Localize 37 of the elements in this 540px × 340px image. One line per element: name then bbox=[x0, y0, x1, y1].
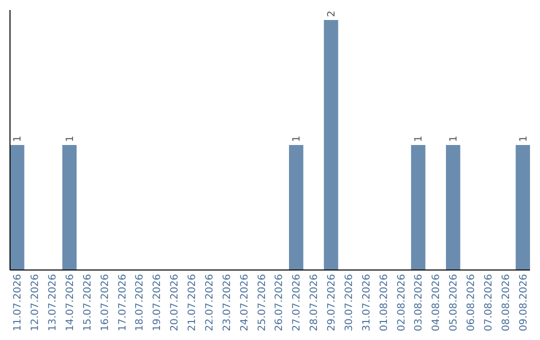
x-tick-label: 26.07.2026 bbox=[274, 274, 286, 332]
x-tick-label: 01.08.2026 bbox=[378, 274, 390, 332]
data-label: 1 bbox=[448, 136, 460, 142]
x-tick-label: 05.08.2026 bbox=[448, 274, 460, 332]
x-tick-label: 19.07.2026 bbox=[152, 274, 164, 332]
data-label: 1 bbox=[12, 136, 24, 142]
data-label: 1 bbox=[518, 136, 530, 142]
x-tick-label: 08.08.2026 bbox=[500, 274, 512, 332]
x-tick-label: 20.07.2026 bbox=[170, 274, 181, 332]
x-tick-label: 15.07.2026 bbox=[82, 274, 94, 332]
x-tick-label: 23.07.2026 bbox=[222, 274, 233, 332]
x-tick-label: 12.07.2026 bbox=[30, 274, 42, 332]
x-tick-label: 31.07.2026 bbox=[361, 274, 372, 332]
x-tick-label: 29.07.2026 bbox=[326, 274, 338, 332]
x-tick-label: 04.08.2026 bbox=[431, 274, 442, 332]
x-tick-label: 25.07.2026 bbox=[256, 274, 268, 332]
x-tick-label: 21.07.2026 bbox=[187, 274, 198, 332]
x-tick-label: 28.07.2026 bbox=[309, 274, 320, 332]
x-tick-label: 03.08.2026 bbox=[414, 274, 425, 332]
data-label: 1 bbox=[292, 136, 303, 142]
x-tick-label: 06.08.2026 bbox=[466, 274, 478, 332]
x-tick-label: 14.07.2026 bbox=[64, 274, 76, 332]
data-label: 2 bbox=[326, 10, 338, 17]
x-tick-label: 16.07.2026 bbox=[100, 274, 111, 332]
x-tick-label: 09.08.2026 bbox=[518, 274, 530, 332]
data-label: 1 bbox=[414, 136, 425, 142]
x-tick-label: 02.08.2026 bbox=[396, 274, 408, 332]
x-tick-label: 24.07.2026 bbox=[239, 274, 250, 332]
data-label: 1 bbox=[64, 136, 76, 142]
x-tick-label: 18.07.2026 bbox=[134, 274, 146, 332]
x-tick-label: 27.07.2026 bbox=[292, 274, 303, 332]
x-tick-label: 22.07.2026 bbox=[204, 274, 216, 332]
x-tick-label: 13.07.2026 bbox=[48, 274, 59, 332]
x-tick-label: 17.07.2026 bbox=[117, 274, 128, 332]
x-tick-label: 11.07.2026 bbox=[12, 274, 24, 332]
x-tick-label: 30.07.2026 bbox=[344, 274, 355, 332]
x-tick-label: 07.08.2026 bbox=[483, 274, 494, 332]
